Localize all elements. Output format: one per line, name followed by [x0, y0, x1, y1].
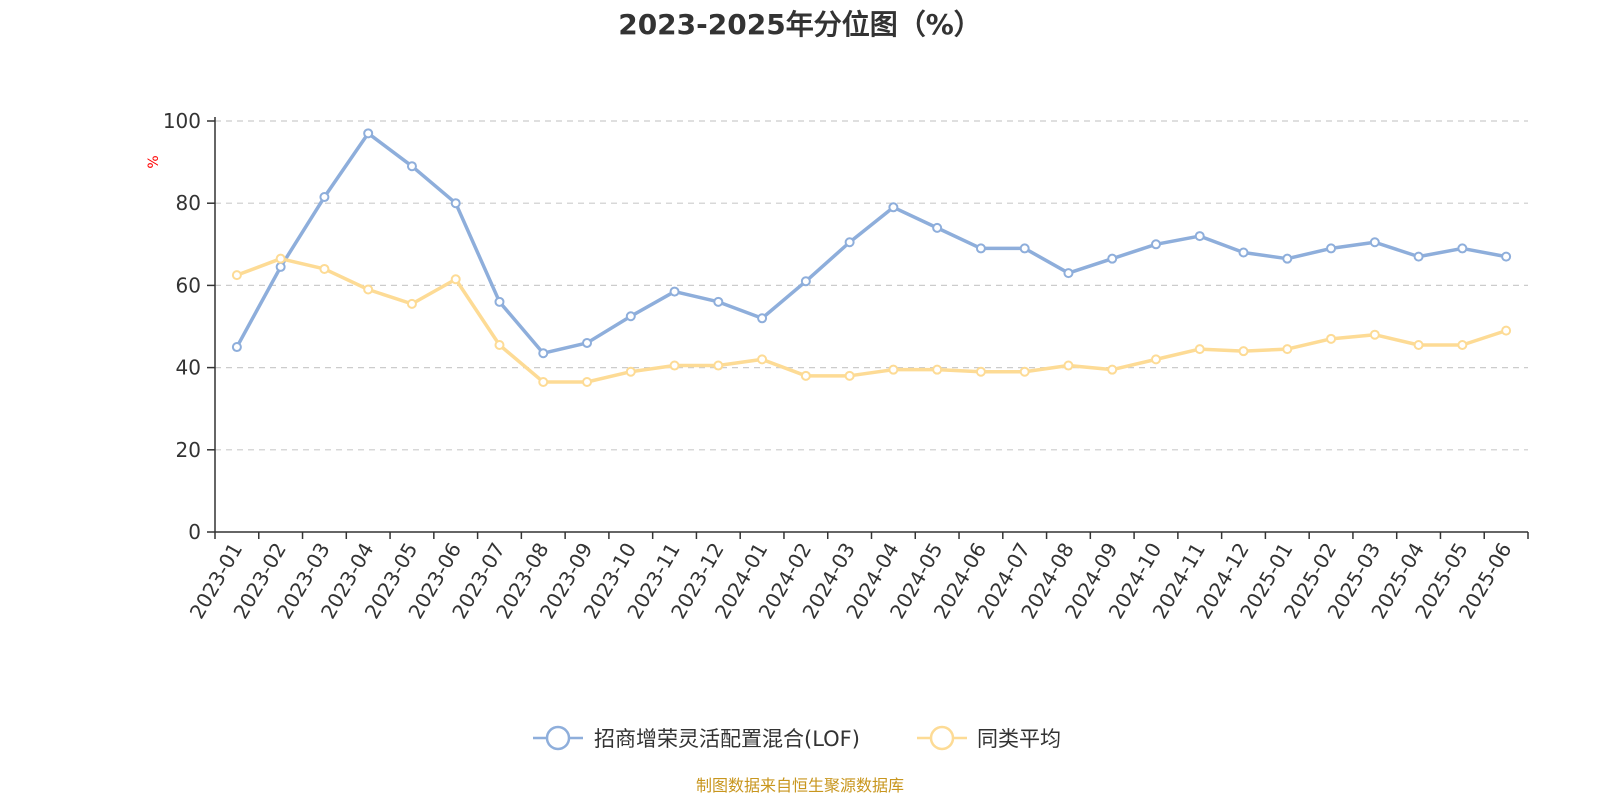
data-point[interactable] — [1326, 243, 1337, 254]
data-point[interactable] — [625, 311, 636, 322]
data-point[interactable] — [1413, 251, 1424, 262]
series-group — [231, 128, 1512, 387]
data-point[interactable] — [975, 243, 986, 254]
source-note: 制图数据来自恒生聚源数据库 — [696, 776, 904, 795]
data-point[interactable] — [669, 286, 680, 297]
data-point[interactable] — [275, 261, 286, 272]
series-0 — [231, 128, 1512, 359]
data-point[interactable] — [800, 276, 811, 287]
data-point[interactable] — [625, 366, 636, 377]
data-point[interactable] — [888, 202, 899, 213]
data-point[interactable] — [800, 370, 811, 381]
grid — [215, 120, 1528, 451]
y-tick-label: 40 — [176, 356, 201, 380]
legend-item[interactable]: 招商增荣灵活配置混合(LOF) — [533, 725, 860, 751]
y-tick-label: 20 — [176, 438, 201, 462]
y-tick-label: 60 — [176, 273, 201, 297]
data-point[interactable] — [494, 339, 505, 350]
data-point[interactable] — [1150, 354, 1161, 365]
data-point[interactable] — [1019, 243, 1030, 254]
data-point[interactable] — [757, 354, 768, 365]
axes: 0204060801002023-012023-022023-032023-04… — [163, 109, 1529, 623]
data-point[interactable] — [582, 337, 593, 348]
data-point[interactable] — [363, 128, 374, 139]
series-1 — [231, 253, 1512, 387]
data-point[interactable] — [494, 296, 505, 307]
data-point[interactable] — [1282, 344, 1293, 355]
legend-item[interactable]: 同类平均 — [917, 725, 1061, 751]
data-point[interactable] — [1194, 344, 1205, 355]
data-point[interactable] — [888, 364, 899, 375]
data-point[interactable] — [450, 274, 461, 285]
y-tick-label: 80 — [176, 191, 201, 215]
data-point[interactable] — [231, 270, 242, 281]
data-point[interactable] — [1501, 325, 1512, 336]
data-point[interactable] — [363, 284, 374, 295]
legend-label: 招商增荣灵活配置混合(LOF) — [594, 727, 860, 751]
data-point[interactable] — [669, 360, 680, 371]
legend-label: 同类平均 — [977, 727, 1061, 751]
data-point[interactable] — [1457, 339, 1468, 350]
data-point[interactable] — [1019, 366, 1030, 377]
data-point[interactable] — [231, 342, 242, 353]
data-point[interactable] — [450, 198, 461, 209]
data-point[interactable] — [406, 298, 417, 309]
data-point[interactable] — [932, 222, 943, 233]
data-point[interactable] — [582, 376, 593, 387]
data-point[interactable] — [319, 263, 330, 274]
legend[interactable]: 招商增荣灵活配置混合(LOF) 同类平均 — [533, 725, 1061, 751]
data-point[interactable] — [1282, 253, 1293, 264]
legend-marker — [545, 725, 571, 751]
data-point[interactable] — [1369, 237, 1380, 248]
data-point[interactable] — [1063, 268, 1074, 279]
data-point[interactable] — [844, 237, 855, 248]
data-point[interactable] — [1063, 360, 1074, 371]
series-line — [236, 256, 1507, 384]
legend-marker — [929, 725, 955, 751]
data-point[interactable] — [1369, 329, 1380, 340]
data-point[interactable] — [1107, 364, 1118, 375]
data-point[interactable] — [975, 366, 986, 377]
y-tick-label: 0 — [188, 520, 201, 544]
data-point[interactable] — [1501, 251, 1512, 262]
series-line — [235, 131, 1507, 355]
data-point[interactable] — [1413, 339, 1424, 350]
data-point[interactable] — [538, 376, 549, 387]
data-point[interactable] — [713, 296, 724, 307]
data-point[interactable] — [932, 364, 943, 375]
y-axis-label: % — [146, 155, 162, 168]
data-point[interactable] — [844, 370, 855, 381]
data-point[interactable] — [757, 313, 768, 324]
data-point[interactable] — [275, 253, 286, 264]
data-point[interactable] — [1238, 346, 1249, 357]
data-point[interactable] — [1107, 253, 1118, 264]
y-tick-label: 100 — [163, 109, 201, 133]
data-point[interactable] — [1326, 333, 1337, 344]
data-point[interactable] — [538, 348, 549, 359]
data-point[interactable] — [319, 192, 330, 203]
data-point[interactable] — [1238, 247, 1249, 258]
data-point[interactable] — [406, 161, 417, 172]
data-point[interactable] — [1150, 239, 1161, 250]
data-point[interactable] — [1457, 243, 1468, 254]
chart-title: 2023-2025年分位图（%） — [618, 8, 982, 41]
data-point[interactable] — [713, 360, 724, 371]
data-point[interactable] — [1194, 231, 1205, 242]
